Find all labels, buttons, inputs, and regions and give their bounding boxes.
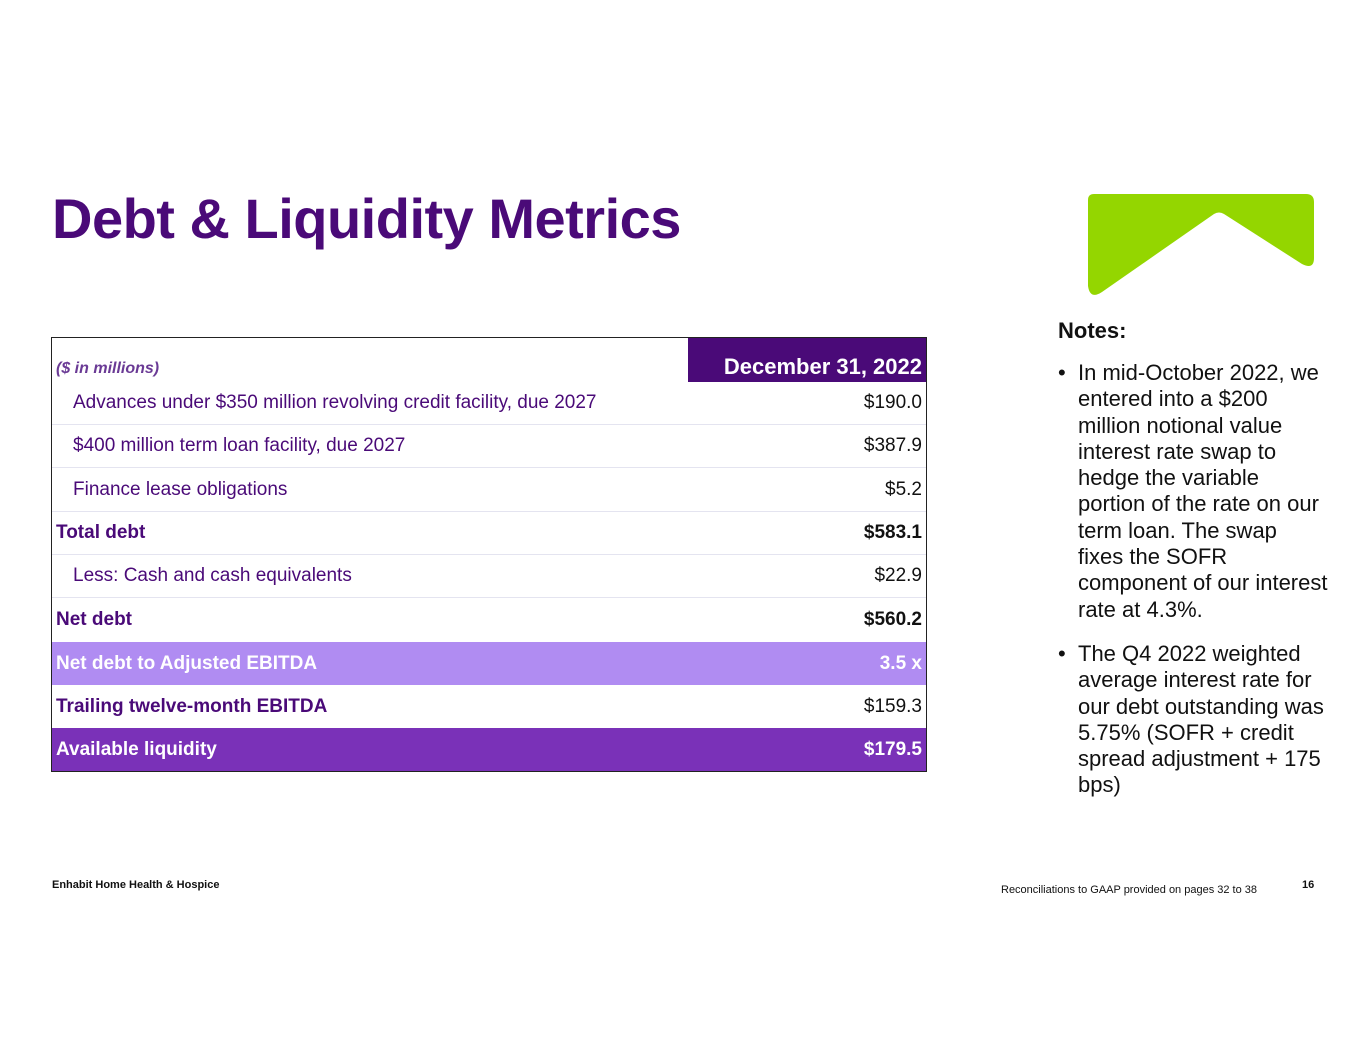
row-label: Finance lease obligations <box>73 478 288 500</box>
table-row: $400 million term loan facility, due 202… <box>52 425 926 468</box>
row-label: Net debt to Adjusted EBITDA <box>56 652 318 674</box>
table-row: Less: Cash and cash equivalents $22.9 <box>52 555 926 598</box>
row-label: $400 million term loan facility, due 202… <box>73 435 406 456</box>
table-row: Advances under $350 million revolving cr… <box>52 382 926 425</box>
row-label: Total debt <box>56 522 146 543</box>
row-label: Available liquidity <box>56 738 217 760</box>
table-row-ttm-ebitda: Trailing twelve-month EBITDA $159.3 <box>52 685 926 728</box>
page-title: Debt & Liquidity Metrics <box>52 187 681 250</box>
note-item: • In mid-October 2022, we entered into a… <box>1058 360 1328 623</box>
row-label: Trailing twelve-month EBITDA <box>56 695 328 717</box>
note-item: • The Q4 2022 weighted average interest … <box>1058 641 1328 799</box>
row-value: $5.2 <box>885 478 922 500</box>
row-value: $560.2 <box>863 609 922 630</box>
row-label: Advances under $350 million revolving cr… <box>73 392 597 413</box>
note-text: The Q4 2022 weighted average interest ra… <box>1078 640 1324 798</box>
notes-panel: Notes: • In mid-October 2022, we entered… <box>1058 318 1328 817</box>
row-value: $583.1 <box>863 522 922 543</box>
column-header-date: December 31, 2022 <box>688 338 926 382</box>
row-label: Net debt <box>56 609 132 630</box>
chevron-up-logo-icon <box>1088 194 1314 295</box>
row-value: $387.9 <box>863 435 922 456</box>
table-row: Finance lease obligations $5.2 <box>52 468 926 512</box>
table-row-liquidity: Available liquidity $179.5 <box>52 728 926 771</box>
row-value: 3.5 x <box>879 652 922 674</box>
page-number: 16 <box>1302 879 1315 891</box>
units-label: ($ in millions) <box>56 360 160 377</box>
notes-title: Notes: <box>1058 318 1127 343</box>
note-text: In mid-October 2022, we entered into a $… <box>1078 360 1328 622</box>
bullet-icon: • <box>1058 360 1066 385</box>
bullet-icon: • <box>1058 640 1066 666</box>
footer-company: Enhabit Home Health & Hospice <box>52 879 220 891</box>
table-row-net-debt: Net debt $560.2 <box>52 598 926 642</box>
row-value: $179.5 <box>863 738 922 760</box>
table-row-total-debt: Total debt $583.1 <box>52 512 926 555</box>
table-row-leverage: Net debt to Adjusted EBITDA 3.5 x <box>52 642 926 685</box>
footer-reconciliation: Reconciliations to GAAP provided on page… <box>1001 884 1258 896</box>
debt-metrics-table: ($ in millions) December 31, 2022 Advanc… <box>51 337 927 772</box>
row-value: $190.0 <box>863 392 922 413</box>
row-label: Less: Cash and cash equivalents <box>73 565 352 586</box>
row-value: $159.3 <box>863 695 922 717</box>
row-value: $22.9 <box>874 565 922 586</box>
